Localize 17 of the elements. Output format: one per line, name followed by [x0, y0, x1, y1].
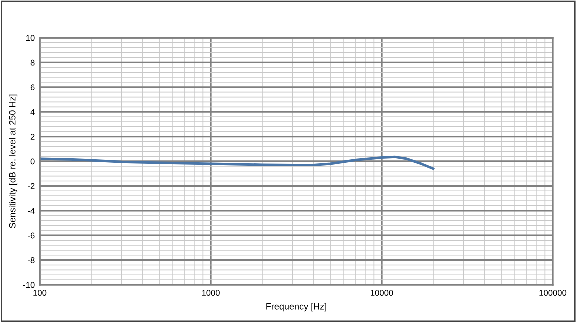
- y-tick-label: 8: [30, 60, 35, 66]
- x-tick-label: 100: [34, 290, 47, 296]
- y-axis-title: Sensitivity [dB re. level at 250 Hz]: [9, 94, 18, 228]
- y-tick-label: -10: [23, 282, 35, 288]
- x-tick-label: 10000: [371, 290, 394, 296]
- x-axis-title: Frequency [Hz]: [266, 303, 326, 312]
- y-tick-label: 2: [30, 134, 35, 140]
- y-tick-label: 0: [30, 158, 35, 165]
- x-tick-label: 100000: [540, 290, 567, 296]
- y-tick-label: -6: [28, 232, 35, 239]
- y-tick-label: -8: [28, 258, 35, 264]
- y-tick-label: -4: [28, 208, 35, 214]
- x-tick-label: 1000: [202, 290, 220, 296]
- y-tick-label: 6: [30, 84, 35, 90]
- y-tick-label: -2: [28, 183, 35, 190]
- y-tick-label: 10: [26, 35, 35, 42]
- y-tick-label: 4: [30, 109, 35, 116]
